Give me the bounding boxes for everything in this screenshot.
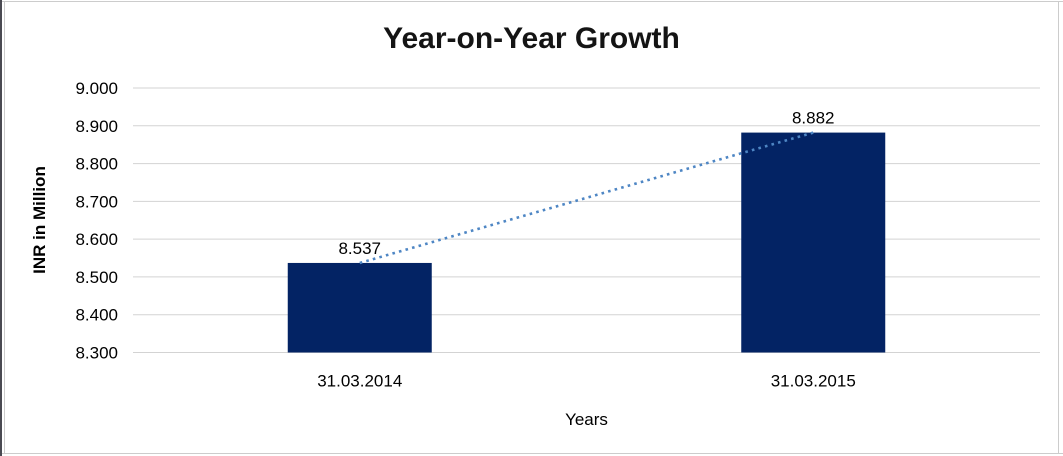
frame-border-left-inner — [4, 1, 5, 454]
x-tick-label: 31.03.2014 — [317, 372, 402, 391]
bar-31-03-2015 — [741, 132, 886, 353]
y-tick-label: 8.700 — [75, 192, 118, 211]
y-tick-label: 8.400 — [75, 306, 118, 325]
y-tick-label: 8.300 — [75, 344, 118, 363]
bar-31-03-2014 — [287, 262, 432, 353]
y-tick-label: 8.600 — [75, 230, 118, 249]
y-tick-label: 9.000 — [75, 79, 118, 98]
frame-border-right — [1058, 1, 1059, 453]
x-tick-label: 31.03.2015 — [771, 372, 856, 391]
y-tick-label: 8.800 — [75, 155, 118, 174]
chart-title: Year-on-Year Growth — [383, 22, 680, 55]
x-axis-title: Years — [565, 410, 608, 429]
frame-border-left — [0, 0, 2, 456]
bar-value-label: 8.882 — [792, 109, 835, 128]
y-tick-label: 8.900 — [75, 117, 118, 136]
bar-value-label: 8.537 — [338, 239, 381, 258]
y-tick-label: 8.500 — [75, 268, 118, 287]
frame-border-bottom — [0, 453, 1063, 454]
frame-border-top — [0, 1, 1063, 2]
